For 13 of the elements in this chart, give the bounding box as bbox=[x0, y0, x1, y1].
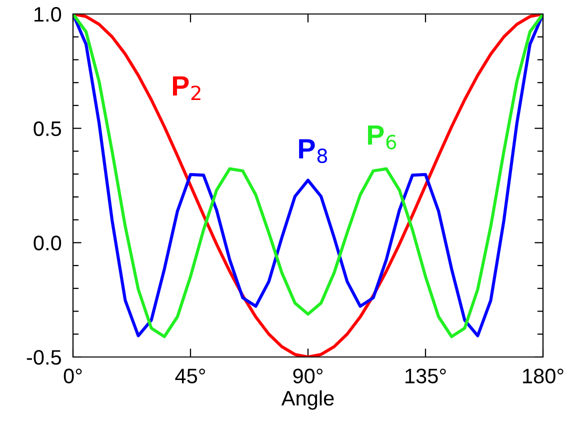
y-tick-label: 0.0 bbox=[34, 236, 62, 250]
y-tick-label: 0.5 bbox=[34, 121, 62, 136]
x-tick-label: 135° bbox=[406, 368, 446, 384]
series-label: P$_{2}$ bbox=[172, 76, 200, 100]
x-tick-label: 90° bbox=[293, 368, 323, 384]
x-tick-label: 45° bbox=[175, 368, 206, 384]
series-label: P$_{8}$ bbox=[299, 139, 328, 164]
y-tick-label: -0.5 bbox=[26, 350, 62, 365]
x-tick-label: 0° bbox=[64, 368, 82, 384]
series-label: P$_{6}$ bbox=[368, 125, 396, 150]
x-axis-title: Angle bbox=[281, 390, 334, 410]
x-tick-label: 180° bbox=[523, 368, 564, 384]
y-tick-label: 1.0 bbox=[34, 7, 62, 22]
